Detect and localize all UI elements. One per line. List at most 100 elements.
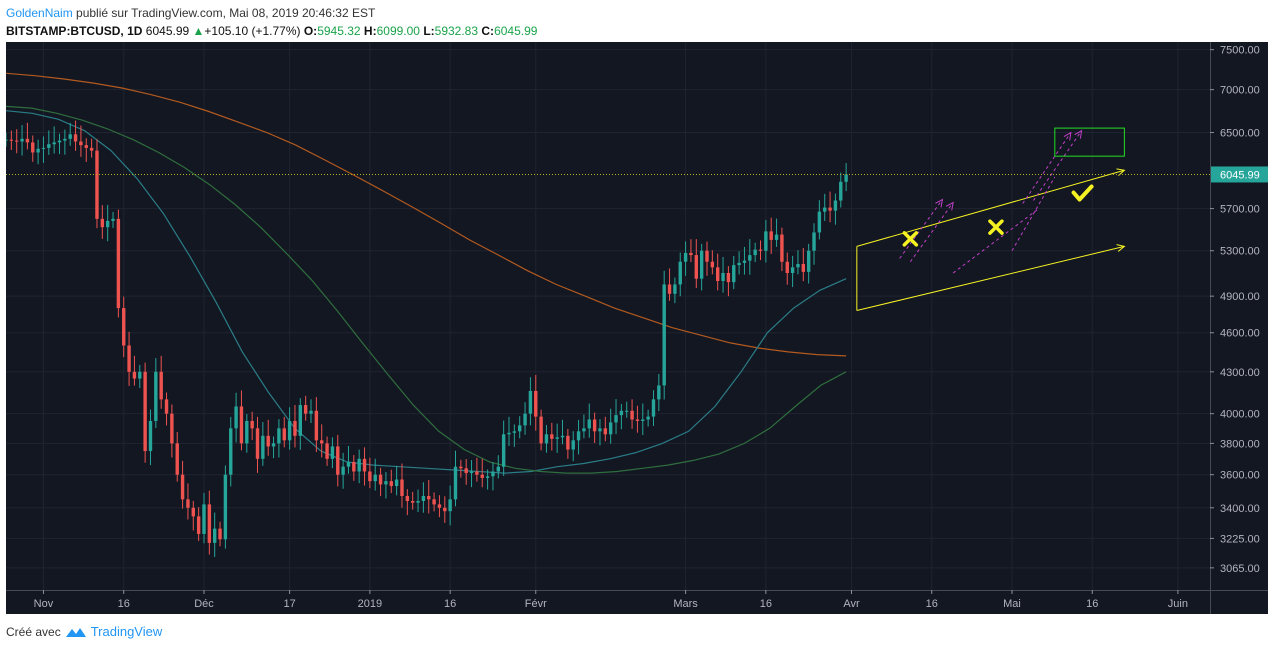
candle-body [566, 435, 570, 450]
candle-body [79, 141, 83, 146]
candle-body [416, 501, 420, 503]
candle-body [89, 147, 94, 151]
candle [159, 355, 163, 409]
candle [212, 512, 217, 557]
candle-body [314, 410, 319, 441]
high-label: H: [363, 24, 377, 38]
candle [539, 409, 543, 451]
candle [250, 411, 254, 441]
candle [255, 416, 260, 473]
candle-body [699, 250, 704, 279]
candle-body [587, 419, 591, 429]
time-axis[interactable]: Nov 16 Déc 17 2019 16 Févr Mars 16 Avr 16 Mai 16 Juin [6, 590, 1268, 610]
fail-x-icon [988, 219, 1004, 235]
candle-body [389, 481, 393, 487]
candle-body [127, 345, 131, 372]
high-value: 6099.00 [376, 24, 420, 38]
up-triangle-icon: ▲ [192, 24, 205, 38]
candle-body [523, 413, 527, 426]
tradingview-link[interactable]: TradingView [90, 624, 163, 639]
candle-body [592, 419, 597, 432]
projection-arrow [899, 199, 943, 259]
candle [737, 251, 741, 275]
candle-body [421, 495, 426, 502]
candle-body [31, 142, 35, 153]
candle [170, 404, 174, 458]
price-tick-label: 3600.00 [1220, 470, 1260, 482]
candle [550, 422, 554, 451]
candle [384, 471, 388, 499]
candle-body [218, 528, 222, 540]
last-price: 6045.99 [145, 24, 190, 38]
candle-body [544, 434, 549, 444]
candle-body [271, 443, 276, 447]
candle [491, 462, 495, 491]
close-label: C: [481, 24, 495, 38]
candle-body [229, 428, 233, 475]
moving-averages [6, 72, 847, 474]
candle [694, 239, 698, 289]
projection-arrow [1033, 130, 1082, 201]
price-chart[interactable]: 6045.99 7500.00 7000.00 6500.00 5700.00 5300… [6, 42, 1268, 614]
candle [496, 455, 501, 479]
price-axis[interactable]: 7500.00 7000.00 6500.00 5700.00 5300.00 4900.… [1210, 42, 1260, 614]
candle-body [175, 443, 179, 475]
candle-body [796, 263, 800, 268]
candle-body [325, 443, 329, 459]
candle-body [453, 466, 458, 500]
channel-upper-arrow-icon [1116, 168, 1126, 176]
candle-body [673, 284, 677, 294]
candle-body [560, 435, 565, 438]
channel-lower-line [856, 245, 1125, 312]
candle-body [459, 466, 463, 469]
candle [464, 459, 468, 485]
open-label: O: [303, 24, 318, 38]
time-tick-label: 16 [1086, 598, 1098, 610]
candle [710, 250, 715, 275]
candle [95, 139, 99, 229]
projection-arrow-head-icon [1074, 129, 1083, 139]
candle-body [196, 516, 201, 534]
candle [523, 402, 527, 435]
time-tick-label: 2019 [358, 598, 382, 610]
candle [774, 218, 779, 247]
candle-body [138, 371, 142, 379]
author-link[interactable]: GoldenNaim [6, 6, 73, 20]
candle [271, 436, 276, 459]
candle [41, 136, 46, 163]
candle [352, 455, 356, 481]
candle [234, 392, 238, 443]
candle [394, 465, 399, 496]
candle-body [641, 419, 645, 421]
projection-arrow-head-icon [935, 198, 944, 208]
candle-body [122, 308, 126, 346]
candle [790, 255, 795, 288]
candle [180, 460, 185, 509]
candle [314, 397, 319, 453]
candle-body [678, 261, 682, 285]
candle [57, 133, 62, 155]
candle-body [785, 261, 789, 273]
candle [828, 191, 832, 223]
created-with-label: Créé avec [6, 624, 61, 639]
candle-body [769, 231, 773, 240]
candle-body [143, 371, 147, 452]
candle [116, 209, 121, 318]
check-mark-icon [1071, 184, 1094, 202]
candle-body [801, 263, 806, 272]
candle [266, 419, 270, 456]
candle-body [689, 252, 693, 256]
candle-body [539, 416, 543, 444]
candle [191, 500, 195, 531]
candle [282, 416, 286, 448]
time-tick-label: Déc [194, 598, 214, 610]
candle-body [758, 249, 763, 251]
last-price-line: 6045.99 [6, 166, 1268, 183]
candle [432, 492, 436, 512]
publish-info: publié sur TradingView.com, Mai 08, 2019… [72, 6, 376, 20]
candle [84, 138, 88, 162]
low-value: 5932.83 [434, 24, 479, 38]
candle-body [501, 434, 506, 467]
candle [689, 239, 693, 263]
candle [68, 122, 72, 146]
